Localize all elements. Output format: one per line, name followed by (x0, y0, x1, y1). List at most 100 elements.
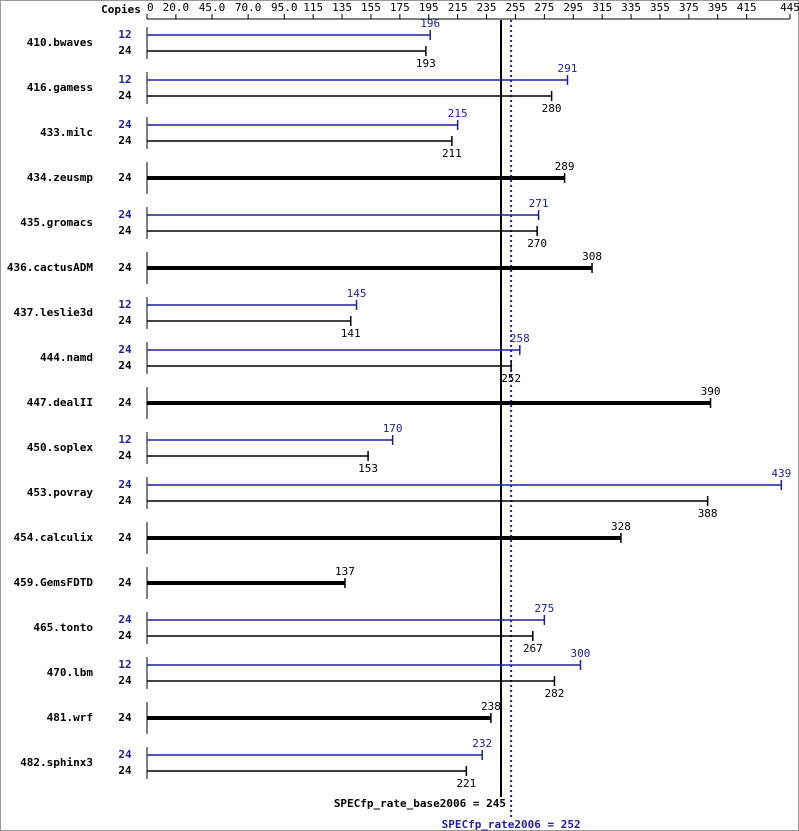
value-label: 193 (416, 57, 436, 70)
copies: 24 (118, 531, 132, 544)
copies: 24 (118, 396, 132, 409)
benchmark-name: 447.dealII (27, 396, 93, 409)
x-tick-label: 215 (448, 1, 468, 14)
x-tick-label: 155 (361, 1, 381, 14)
value-label: 390 (701, 385, 721, 398)
benchmark-name: 459.GemsFDTD (14, 576, 94, 589)
copies: 24 (118, 748, 132, 761)
copies: 24 (118, 613, 132, 626)
x-tick-label: 415 (737, 1, 757, 14)
copies: 24 (118, 89, 132, 102)
copies: 24 (118, 359, 132, 372)
copies: 24 (118, 224, 132, 237)
benchmark-name: 433.milc (40, 126, 93, 139)
x-tick-label: 20.0 (163, 1, 190, 14)
benchmark-name: 435.gromacs (20, 216, 93, 229)
value-label: 275 (534, 602, 554, 615)
value-label: 170 (383, 422, 403, 435)
x-tick-label: 135 (332, 1, 352, 14)
reference-label: SPECfp_rate2006 = 252 (442, 818, 581, 831)
copies: 24 (118, 674, 132, 687)
copies: 24 (118, 494, 132, 507)
value-label: 291 (558, 62, 578, 75)
x-tick-label: 335 (621, 1, 641, 14)
x-tick-label: 115 (303, 1, 323, 14)
x-tick-label: 235 (477, 1, 497, 14)
x-tick-label: 70.0 (235, 1, 262, 14)
value-label: 280 (542, 102, 562, 115)
value-label: 308 (582, 250, 602, 263)
value-label: 267 (523, 642, 543, 655)
value-label: 258 (510, 332, 530, 345)
x-tick-label: 315 (592, 1, 612, 14)
benchmark-name: 436.cactusADM (7, 261, 93, 274)
copies: 24 (118, 171, 132, 184)
copies: 12 (118, 658, 131, 671)
x-tick-label: 175 (390, 1, 410, 14)
x-tick-label: 195 (419, 1, 439, 14)
benchmark-name: 454.calculix (14, 531, 94, 544)
value-label: 388 (698, 507, 718, 520)
copies: 24 (118, 711, 132, 724)
benchmark-name: 481.wrf (47, 711, 93, 724)
benchmark-name: 453.povray (27, 486, 94, 499)
x-tick-label: 375 (679, 1, 699, 14)
value-label: 153 (358, 462, 378, 475)
copies: 24 (118, 44, 132, 57)
x-tick-label: 0 (147, 1, 154, 14)
value-label: 141 (341, 327, 361, 340)
benchmark-name: 465.tonto (33, 621, 93, 634)
value-label: 238 (481, 700, 501, 713)
benchmark-name: 437.leslie3d (14, 306, 93, 319)
value-label: 289 (555, 160, 575, 173)
x-tick-label: 255 (506, 1, 526, 14)
value-label: 232 (472, 737, 492, 750)
value-label: 252 (501, 372, 521, 385)
copies: 24 (118, 576, 132, 589)
benchmark-name: 470.lbm (47, 666, 94, 679)
value-label: 270 (527, 237, 547, 250)
copies: 24 (118, 764, 132, 777)
value-label: 145 (347, 287, 367, 300)
copies: 12 (118, 433, 131, 446)
benchmark-name: 416.gamess (27, 81, 93, 94)
x-tick-label: 95.0 (271, 1, 298, 14)
value-label: 271 (529, 197, 549, 210)
value-label: 439 (771, 467, 791, 480)
benchmark-name: 482.sphinx3 (20, 756, 93, 769)
value-label: 211 (442, 147, 462, 160)
copies: 24 (118, 261, 132, 274)
copies-header: Copies (101, 3, 141, 16)
copies: 24 (118, 343, 132, 356)
copies: 24 (118, 208, 132, 221)
value-label: 300 (571, 647, 591, 660)
copies: 24 (118, 478, 132, 491)
benchmark-name: 434.zeusmp (27, 171, 94, 184)
benchmark-name: 444.namd (40, 351, 93, 364)
reference-label: SPECfp_rate_base2006 = 245 (334, 797, 506, 810)
value-label: 137 (335, 565, 355, 578)
copies: 12 (118, 73, 131, 86)
x-tick-label: 445 (780, 1, 799, 14)
value-label: 215 (448, 107, 468, 120)
value-label: 221 (456, 777, 476, 790)
copies: 12 (118, 298, 131, 311)
copies: 24 (118, 314, 132, 327)
value-label: 282 (545, 687, 565, 700)
benchmark-name: 450.soplex (27, 441, 94, 454)
copies: 24 (118, 629, 132, 642)
copies: 24 (118, 449, 132, 462)
copies: 12 (118, 28, 131, 41)
value-label: 328 (611, 520, 631, 533)
x-tick-label: 395 (708, 1, 728, 14)
copies: 24 (118, 134, 132, 147)
benchmark-name: 410.bwaves (27, 36, 93, 49)
x-tick-label: 275 (534, 1, 554, 14)
x-tick-label: 45.0 (199, 1, 226, 14)
x-tick-label: 295 (563, 1, 583, 14)
copies: 24 (118, 118, 132, 131)
value-label: 196 (420, 17, 440, 30)
x-tick-label: 355 (650, 1, 670, 14)
